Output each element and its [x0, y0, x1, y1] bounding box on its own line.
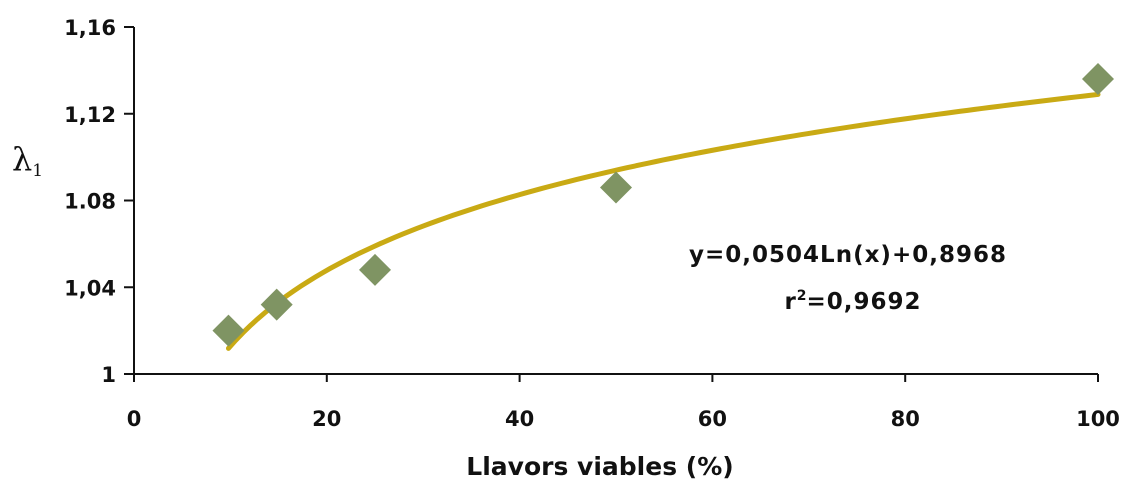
- trend-equation: y=0,0504Ln(x)+0,8968: [689, 242, 1007, 268]
- r-squared-sup: 2: [797, 288, 807, 304]
- r-squared: r2=0,9692: [784, 288, 921, 315]
- y-tick-label: 1.08: [64, 190, 116, 214]
- x-tick-label: 100: [1076, 407, 1120, 431]
- y-tick-label: 1,16: [64, 16, 116, 40]
- r-squared-value: =0,9692: [807, 289, 922, 315]
- x-ticks: 0 20 40 60 80 100: [127, 374, 1120, 431]
- y-axis-title-subscript: 1: [32, 161, 43, 181]
- y-ticks: 1 1,04 1.08 1,12 1,16: [64, 16, 134, 387]
- y-tick-label: 1,12: [64, 103, 116, 127]
- data-point-diamond: [260, 288, 293, 321]
- data-point-diamond: [212, 314, 245, 347]
- y-axis-title-lambda: λ: [12, 140, 32, 178]
- data-point-diamond: [359, 253, 391, 286]
- x-tick-label: 80: [891, 407, 920, 431]
- y-tick-label: 1: [101, 363, 116, 387]
- x-tick-label: 40: [505, 407, 534, 431]
- data-points: [212, 63, 1114, 347]
- data-point-diamond: [1082, 63, 1114, 96]
- y-axis-title: λ1: [12, 140, 43, 181]
- r-squared-prefix: r: [784, 289, 796, 315]
- trendline: [225, 91, 1101, 351]
- data-point-diamond: [600, 171, 632, 204]
- x-tick-label: 60: [698, 407, 727, 431]
- x-axis-title: Llavors viables (%): [466, 452, 733, 481]
- y-tick-label: 1,04: [64, 276, 116, 300]
- x-tick-label: 0: [127, 407, 142, 431]
- x-tick-label: 20: [312, 407, 341, 431]
